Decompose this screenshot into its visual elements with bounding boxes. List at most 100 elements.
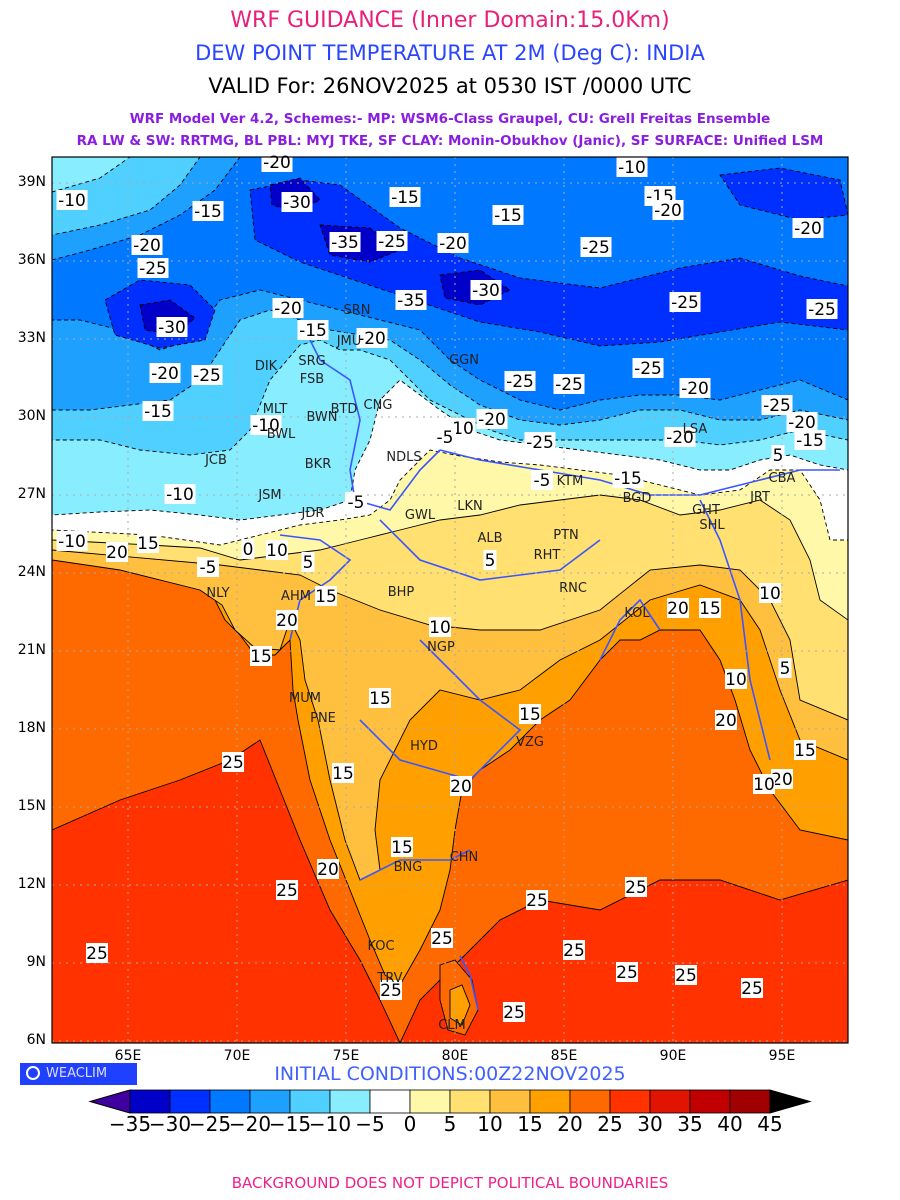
contour-label: 25	[675, 966, 697, 986]
contour-label: 5	[780, 659, 791, 679]
city-label: BNG	[394, 860, 423, 875]
contour-label-box	[524, 432, 556, 452]
boundary-line	[299, 319, 441, 511]
contour-label-box	[191, 365, 223, 385]
colorbar-tick-label: 25	[597, 1112, 623, 1136]
contour-label: -20	[151, 364, 179, 384]
contour-label: -5	[348, 493, 365, 513]
contour-label: -20	[439, 234, 467, 254]
colorbar-tick-label: 10	[477, 1112, 503, 1136]
contour-label-box	[437, 233, 469, 253]
contour-label: 25	[86, 944, 108, 964]
contour-label-box	[297, 320, 329, 340]
city-label: ALB	[477, 531, 502, 546]
city-label: NGP	[427, 640, 455, 655]
contour-label-box	[356, 328, 388, 348]
contour-label-box	[276, 880, 298, 900]
latitude-label: 9N	[26, 954, 46, 970]
contour-label-box	[241, 539, 255, 559]
contour-label: 25	[380, 981, 402, 1001]
initial-conditions: INITIAL CONDITIONS:00Z22NOV2025	[274, 1063, 626, 1085]
contour-label-box	[156, 317, 188, 337]
contour-label-box	[664, 427, 696, 447]
city-label: AHM	[281, 589, 311, 604]
colorbar-tick-label: 20	[557, 1112, 583, 1136]
contour-label: -15	[144, 402, 172, 422]
contour-label-box	[197, 557, 219, 577]
city-label: SRG	[298, 354, 325, 369]
contour-region-15-20	[449, 984, 471, 1026]
longitude-label: 95E	[768, 1048, 796, 1064]
contour-label-box	[563, 940, 585, 960]
contour-label: -25	[526, 433, 554, 453]
city-label: KTM	[557, 474, 584, 489]
city-label: KOC	[367, 939, 394, 954]
contour-label: -15	[494, 206, 522, 226]
model-info-line1: WRF Model Ver 4.2, Schemes:- MP: WSM6-Cl…	[129, 111, 771, 127]
contour-label-box	[429, 617, 451, 637]
contour-label-box	[332, 763, 354, 783]
city-label: SRN	[343, 303, 370, 318]
contour-label: -25	[139, 259, 167, 279]
contour-label: -20	[133, 236, 161, 256]
contour-label-box	[503, 1002, 525, 1022]
latitude-label: 33N	[17, 330, 46, 346]
contour-label: 25	[563, 941, 585, 961]
city-label: GGN	[449, 353, 479, 368]
colorbar-tick-label: 35	[677, 1112, 703, 1136]
contour-label-box	[675, 965, 697, 985]
contour-label-box	[131, 235, 163, 255]
contour-label: -35	[397, 291, 425, 311]
city-label: BKR	[305, 457, 331, 472]
city-label: VZG	[516, 735, 544, 750]
city-label: BWN	[306, 410, 337, 425]
longitude-label: 90E	[659, 1048, 687, 1064]
city-label: NLY	[206, 586, 229, 601]
contour-label-box	[315, 586, 337, 606]
contour-label: 20	[450, 777, 472, 797]
contour-label-box	[329, 232, 361, 252]
contour-label: 20	[715, 711, 737, 731]
contour-label-box	[380, 980, 402, 1000]
contour-label: 20	[106, 543, 128, 563]
contour-region--30--25	[719, 167, 848, 221]
contour-label: 25	[431, 929, 453, 949]
contour-label-box	[553, 374, 585, 394]
contour-label-box	[794, 740, 816, 760]
city-label: GHT	[692, 503, 720, 518]
contour-label: 15	[794, 741, 816, 761]
contour-label: 25	[625, 878, 647, 898]
latitude-label: 6N	[26, 1032, 46, 1048]
contour-label-box	[192, 201, 224, 221]
contour-label: -25	[506, 372, 534, 392]
contour-label: 20	[771, 770, 793, 790]
city-label: FSB	[300, 372, 324, 387]
contour-label-box	[771, 445, 785, 465]
contour-label-box	[164, 484, 196, 504]
contour-label-box	[616, 962, 638, 982]
contour-label-box	[612, 468, 644, 488]
city-label: CBA	[769, 471, 796, 486]
contour-label: -20	[794, 219, 822, 239]
contour-label-box	[476, 409, 508, 429]
contour-label-box	[86, 943, 108, 963]
longitude-label: 80E	[441, 1048, 469, 1064]
city-label: SHL	[699, 518, 725, 533]
city-label: MUM	[289, 691, 321, 706]
contour-fill-layer	[52, 157, 848, 1043]
contour-label-box	[519, 704, 541, 724]
contour-label: 25	[276, 881, 298, 901]
contour-label: 15	[369, 689, 391, 709]
boundary-line	[359, 639, 522, 781]
latitude-label: 15N	[17, 798, 46, 814]
contour-label: 25	[526, 891, 548, 911]
contour-label: 20	[667, 599, 689, 619]
city-label: MLT	[263, 402, 288, 417]
city-label: CHN	[450, 850, 479, 865]
contour-label-box	[753, 774, 775, 794]
contour-label-box	[616, 157, 648, 177]
city-label: BGD	[623, 491, 652, 506]
contour-label-box	[806, 299, 838, 319]
contour-label-box	[345, 492, 367, 512]
